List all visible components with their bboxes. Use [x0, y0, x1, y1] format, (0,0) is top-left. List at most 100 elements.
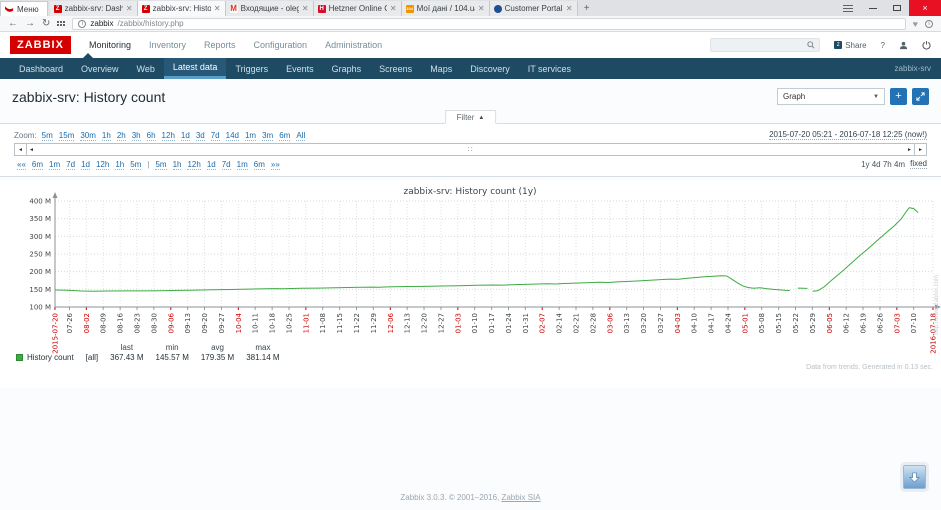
search-input[interactable] — [710, 38, 821, 52]
slider-grip[interactable]: ∷ — [467, 145, 474, 154]
subnav-dashboard[interactable]: Dashboard — [19, 63, 64, 74]
tab-close-icon[interactable]: ✕ — [565, 3, 573, 13]
time-nav-link[interactable]: 1d — [206, 159, 216, 170]
browser-tab-104ua[interactable]: 104 Мої дані / 104.ua ✕ — [401, 1, 490, 16]
zoom-link[interactable]: 1d — [180, 130, 190, 141]
extension-icon[interactable]: i — [925, 19, 933, 28]
zoom-link[interactable]: 1m — [244, 130, 257, 141]
zabbix-logo[interactable]: ZABBIX — [10, 36, 71, 54]
site-info-icon[interactable]: i — [78, 19, 87, 28]
subnav-overview[interactable]: Overview — [81, 63, 119, 74]
forward-button[interactable]: → — [25, 17, 35, 29]
zabbix-sia-link[interactable]: Zabbix SIA — [501, 493, 541, 502]
slider-left-arrow-icon[interactable]: ◄ — [29, 146, 34, 153]
subnav-maps[interactable]: Maps — [430, 63, 453, 74]
search-icon — [807, 41, 815, 49]
zoom-link[interactable]: 2h — [116, 130, 126, 141]
browser-tab-dashboard[interactable]: Z zabbix-srv: Dashboard ✕ — [49, 1, 138, 16]
browser-tab-gmail[interactable]: M Входящие - oleg.mch0@gm ✕ — [225, 1, 314, 16]
add-graph-button[interactable]: + — [890, 88, 907, 105]
scroll-right-button[interactable]: ► — [914, 143, 927, 156]
subnav-triggers[interactable]: Triggers — [235, 63, 269, 74]
menu-item-administration[interactable]: Administration — [325, 40, 383, 50]
heart-extension-icon[interactable]: ♥ — [912, 18, 918, 29]
time-nav-link[interactable]: 5m — [130, 159, 142, 170]
scroll-widget-button[interactable] — [903, 465, 926, 489]
time-nav-link[interactable]: 12h — [187, 159, 201, 170]
tab-close-icon[interactable]: ✕ — [301, 3, 309, 13]
zoom-link[interactable]: 3d — [195, 130, 205, 141]
zoom-link[interactable]: 12h — [161, 130, 175, 141]
menu-item-configuration[interactable]: Configuration — [253, 40, 308, 50]
time-nav-link[interactable]: 1h — [115, 159, 125, 170]
zoom-link[interactable]: 14d — [225, 130, 239, 141]
browser-tab-leaseweb[interactable]: Customer Portal by LeaseW ✕ — [489, 1, 578, 16]
new-tab-button[interactable]: + — [583, 3, 590, 14]
time-nav-link[interactable]: »» — [270, 159, 280, 170]
zoom-link[interactable]: 6m — [279, 130, 291, 141]
fullscreen-button[interactable] — [912, 88, 929, 105]
zoom-link[interactable]: All — [296, 130, 306, 141]
fixed-toggle-link[interactable]: fixed — [910, 159, 927, 169]
browser-tab-hetzner[interactable]: H Hetzner Online GmbH - R ✕ — [313, 1, 402, 16]
time-nav-link[interactable]: 7d — [66, 159, 76, 170]
series-name: History count — [27, 353, 74, 362]
browser-tab-history[interactable]: Z zabbix-srv: History [refresh ✕ — [137, 1, 226, 16]
subnav-it-services[interactable]: IT services — [527, 63, 572, 74]
time-nav-link[interactable]: 6m — [31, 159, 44, 170]
reload-button[interactable]: ↻ — [42, 17, 51, 29]
subnav-events[interactable]: Events — [286, 63, 314, 74]
time-nav-link[interactable]: 6m — [253, 159, 265, 170]
browser-menu-button[interactable] — [835, 0, 861, 16]
time-range-link[interactable]: 2015-07-20 05:21 - 2016-07-18 12:25 (now… — [769, 130, 927, 140]
scroll-left-button[interactable]: ◄ — [14, 143, 27, 156]
time-slider[interactable]: ◄ ∷ ► — [27, 143, 914, 156]
slider-right-arrow-icon[interactable]: ► — [907, 146, 912, 153]
time-nav-link[interactable]: 7d — [221, 159, 231, 170]
menu-item-reports[interactable]: Reports — [204, 40, 236, 50]
minimize-button[interactable] — [861, 0, 885, 16]
zoom-link[interactable]: 7d — [210, 130, 220, 141]
help-button[interactable]: ? — [880, 40, 885, 50]
time-nav-link[interactable]: «« — [17, 159, 26, 170]
zoom-link[interactable]: 1h — [101, 130, 111, 141]
zoom-link[interactable]: 6h — [146, 130, 156, 141]
logout-button[interactable] — [922, 40, 931, 50]
subnav-screens[interactable]: Screens — [379, 63, 413, 74]
subnav-web[interactable]: Web — [136, 63, 155, 74]
zoom-link[interactable]: 15m — [58, 130, 75, 141]
url-field[interactable]: i zabbix/zabbix/history.php — [72, 17, 906, 30]
time-nav-link[interactable]: 5m — [155, 159, 167, 170]
close-window-button[interactable]: × — [909, 0, 941, 16]
back-button[interactable]: ← — [8, 17, 18, 29]
filter-toggle-tab[interactable]: Filter ▲ — [444, 110, 497, 124]
tab-close-icon[interactable]: ✕ — [477, 3, 485, 13]
profile-button[interactable] — [899, 41, 908, 50]
share-button[interactable]: z Share — [834, 41, 867, 50]
subnav-discovery[interactable]: Discovery — [470, 63, 510, 74]
zoom-link[interactable]: 5m — [41, 130, 53, 141]
zoom-link[interactable]: 30m — [80, 130, 96, 141]
history-count-chart[interactable]: zabbix-srv: History count (1y) 100 M 150 … — [0, 180, 941, 388]
time-scrollbar: ◄ ◄ ∷ ► ► — [14, 143, 927, 156]
subnav-latest-data[interactable]: Latest data — [163, 58, 227, 79]
time-nav-link[interactable]: 1d — [81, 159, 90, 170]
url-path: /zabbix/history.php — [117, 19, 184, 28]
tab-close-icon[interactable]: ✕ — [125, 3, 133, 13]
taskbar-menu-chip[interactable]: Меню — [0, 1, 48, 16]
zoom-link[interactable]: 3h — [131, 130, 141, 141]
menu-item-monitoring[interactable]: Monitoring — [88, 40, 131, 50]
apps-grid-icon[interactable] — [57, 21, 66, 26]
menu-item-inventory[interactable]: Inventory — [148, 40, 187, 50]
time-nav-link[interactable]: 12h — [95, 159, 110, 170]
maximize-button[interactable] — [885, 0, 909, 16]
zoom-link[interactable]: 3m — [262, 130, 274, 141]
tab-close-icon[interactable]: ✕ — [389, 3, 397, 13]
time-nav-link[interactable]: 1m — [49, 159, 61, 170]
tab-title: Customer Portal by LeaseW — [504, 4, 563, 13]
time-nav-link[interactable]: 1m — [236, 159, 248, 170]
time-nav-link[interactable]: 1h — [172, 159, 182, 170]
view-as-select[interactable]: Graph ▼ — [777, 88, 885, 105]
subnav-graphs[interactable]: Graphs — [331, 63, 362, 74]
tab-close-icon[interactable]: ✕ — [213, 3, 221, 13]
